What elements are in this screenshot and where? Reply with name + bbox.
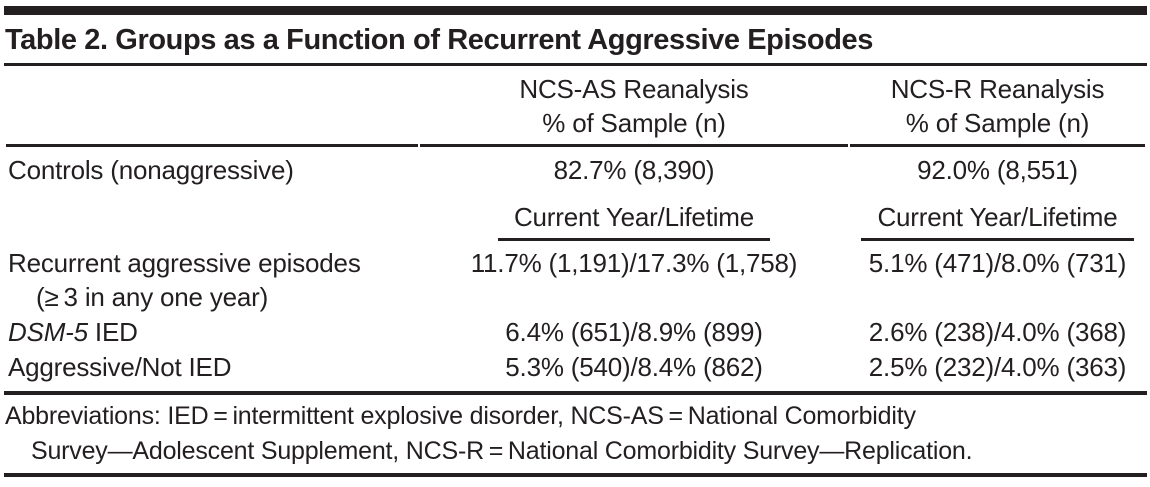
data-table: NCS-AS Reanalysis % of Sample (n) NCS-R … (4, 66, 1147, 391)
table-row-dsm5-ied: DSM-5 IED 6.4% (651)/8.9% (899) 2.6% (23… (6, 314, 1145, 349)
table-title: Table 2. Groups as a Function of Recurre… (5, 24, 873, 56)
column-header-ncs-r-line2: % of Sample (n) (905, 108, 1090, 138)
recurrent-label-line2: (≥ 3 in any one year) (36, 282, 269, 312)
row-label-aggressive-not-ied: Aggressive/Not IED (8, 352, 232, 382)
column-header-ncs-as-line1: NCS-AS Reanalysis (519, 74, 749, 104)
recurrent-label-line1: Recurrent aggressive episodes (8, 248, 361, 278)
abbreviations-footnote: Abbreviations: IED = intermittent explos… (4, 395, 1147, 473)
subheader-ncs-as: Current Year/Lifetime (420, 193, 848, 241)
subheader-empty (6, 193, 418, 241)
subheader-row: Current Year/Lifetime Current Year/Lifet… (6, 193, 1145, 241)
controls-ncs-as-value: 82.7% (8,390) (553, 155, 715, 185)
table-row-controls: Controls (nonaggressive) 82.7% (8,390) 9… (6, 147, 1145, 193)
dsm5-italic-text: DSM-5 (8, 317, 88, 347)
dsm5-ncs-as-value: 6.4% (651)/8.9% (899) (505, 317, 763, 347)
column-header-ncs-as-line2: % of Sample (n) (542, 108, 726, 138)
column-header-ncs-r-line1: NCS-R Reanalysis (890, 74, 1105, 104)
column-header-empty (6, 66, 418, 147)
row-label-dsm5-ied: DSM-5 IED (6, 314, 418, 349)
row-label-controls: Controls (nonaggressive) (8, 155, 294, 185)
column-header-ncs-r: NCS-R Reanalysis % of Sample (n) (850, 66, 1145, 147)
recurrent-ncs-r-value: 5.1% (471)/8.0% (731) (868, 248, 1127, 278)
table-row-aggressive-not-ied: Aggressive/Not IED 5.3% (540)/8.4% (862)… (6, 349, 1145, 391)
footnote-rule (4, 391, 1147, 395)
footnote-line2: Survey—Adolescent Supplement, NCS-R = Na… (31, 437, 973, 465)
footnote-line1: Abbreviations: IED = intermittent explos… (5, 402, 916, 430)
top-heavy-rule (4, 6, 1147, 15)
dsm5-rest-text: IED (87, 317, 138, 347)
subheader-ncs-r: Current Year/Lifetime (850, 193, 1145, 241)
table-figure: Table 2. Groups as a Function of Recurre… (0, 6, 1150, 487)
title-rule (4, 63, 1147, 66)
aggressive-ncs-r-value: 2.5% (232)/4.0% (363) (868, 352, 1127, 382)
row-label-recurrent-episodes: Recurrent aggressive episodes (≥ 3 in an… (6, 241, 418, 314)
column-header-ncs-as: NCS-AS Reanalysis % of Sample (n) (420, 66, 848, 147)
table-row-recurrent-episodes: Recurrent aggressive episodes (≥ 3 in an… (6, 241, 1145, 314)
subheader-ncs-as-label: Current Year/Lifetime (497, 200, 771, 241)
column-header-row: NCS-AS Reanalysis % of Sample (n) NCS-R … (6, 66, 1145, 147)
bottom-heavy-rule (4, 473, 1147, 477)
dsm5-ncs-r-value: 2.6% (238)/4.0% (368) (868, 317, 1127, 347)
recurrent-ncs-as-value: 11.7% (1,191)/17.3% (1,758) (470, 248, 798, 278)
aggressive-ncs-as-value: 5.3% (540)/8.4% (862) (505, 352, 763, 382)
subheader-ncs-r-label: Current Year/Lifetime (861, 200, 1134, 241)
controls-ncs-r-value: 92.0% (8,551) (917, 155, 1078, 185)
